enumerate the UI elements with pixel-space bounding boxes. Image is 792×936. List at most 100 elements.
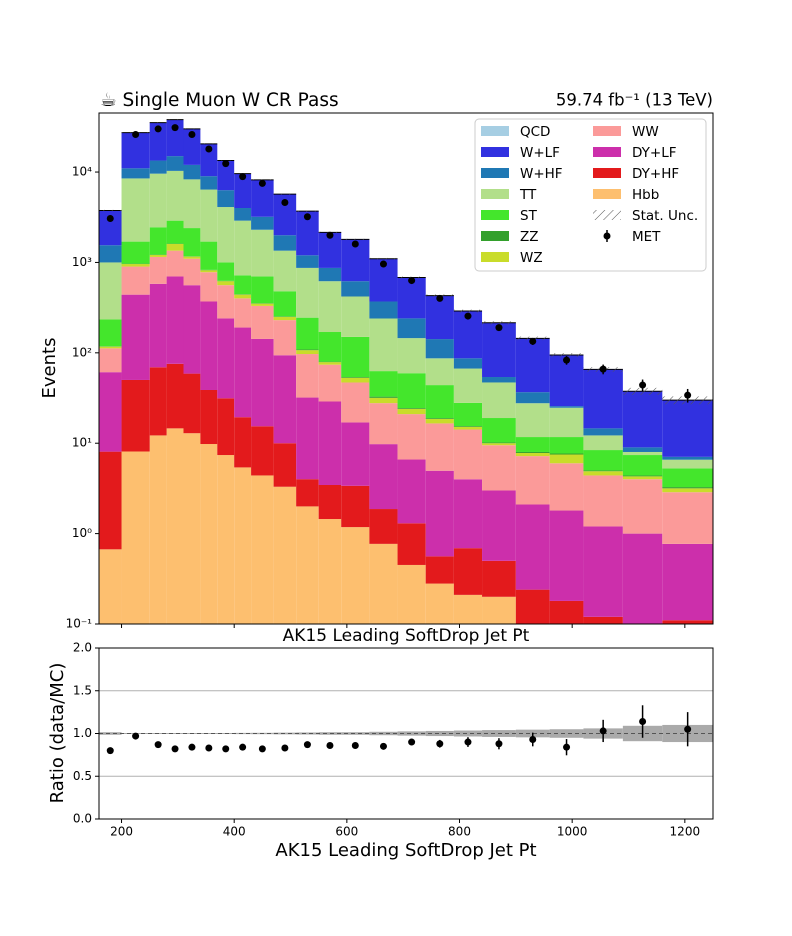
stack-segment <box>583 450 623 471</box>
stack-segment <box>99 451 122 550</box>
stack-segment <box>662 468 713 488</box>
stack-segment <box>453 402 483 427</box>
data-point <box>408 277 416 285</box>
stack-segment <box>583 471 623 476</box>
stack-segment <box>425 339 454 359</box>
stack-segment <box>318 519 342 624</box>
ratio-point <box>436 740 444 748</box>
stack-segment <box>251 475 274 624</box>
stack-segment <box>453 594 483 624</box>
stack-segment <box>482 445 516 491</box>
stack-segment <box>149 367 167 436</box>
legend-swatch <box>481 252 509 262</box>
stack-segment <box>166 170 184 221</box>
x-tick-label: 200 <box>110 825 133 839</box>
stack-segment <box>583 435 623 451</box>
legend-swatch <box>481 126 509 136</box>
stack-segment <box>200 301 218 390</box>
y-tick-label: 1.5 <box>73 683 92 697</box>
stack-segment <box>99 210 122 246</box>
stack-segment <box>341 527 370 624</box>
stack-segment <box>425 418 454 419</box>
data-point <box>239 173 247 181</box>
stack-segment <box>515 452 550 457</box>
stack-segment <box>369 543 398 624</box>
stack-segment <box>318 364 342 402</box>
ratio-point <box>639 718 647 726</box>
stack-segment <box>482 596 516 624</box>
stack-segment <box>200 272 218 302</box>
stack-segment <box>251 229 274 277</box>
data-point <box>281 199 289 207</box>
stat-unc <box>549 353 584 357</box>
stack-segment <box>549 600 584 624</box>
stack-segment <box>482 418 516 443</box>
legend-label: W+HF <box>520 166 563 182</box>
stack-segment <box>482 382 516 419</box>
stack-segment <box>200 189 218 242</box>
stack-segment <box>369 403 398 445</box>
stack-segment <box>149 435 167 624</box>
data-point <box>436 294 444 302</box>
legend-swatch <box>481 189 509 199</box>
stack-segment <box>200 444 218 624</box>
x-tick-label: 800 <box>448 825 471 839</box>
mc-unc-band <box>397 731 426 736</box>
ratio-point <box>408 738 416 746</box>
ratio-plot <box>99 648 713 819</box>
stack-segment <box>341 382 370 423</box>
stack-segment <box>662 488 713 493</box>
stack-segment <box>341 422 370 486</box>
stack-segment <box>482 442 516 444</box>
stack-segment <box>200 143 218 177</box>
stack-segment <box>166 119 184 157</box>
stack-segment <box>369 444 398 510</box>
stack-segment <box>296 350 319 355</box>
stack-segment <box>99 245 122 263</box>
stack-segment <box>217 318 235 399</box>
stack-segment <box>234 294 252 299</box>
axes: 10⁻¹ 10⁰ 10¹ 10² 10³ 10⁴ 0.0 0.5 1.0 1.5 2.0 200 400… <box>66 165 701 839</box>
ratio-point <box>684 725 692 733</box>
stack-segment <box>166 220 184 244</box>
data-point <box>351 240 359 248</box>
stack-segment <box>200 389 218 445</box>
stack-segment <box>273 486 297 624</box>
stack-segment <box>515 451 550 453</box>
stack-segment <box>273 355 297 444</box>
stack-segment <box>549 437 584 454</box>
stack-segment <box>515 504 550 590</box>
stack-segment <box>397 408 426 415</box>
stack-segment <box>217 262 235 281</box>
ratio-point <box>154 741 162 749</box>
stack-segment <box>296 479 319 507</box>
stack-segment <box>397 318 426 339</box>
stack-segment <box>217 398 235 456</box>
data-point <box>529 337 537 345</box>
stack-segment <box>217 285 235 319</box>
stack-segment <box>318 267 342 282</box>
stack-segment <box>369 396 398 398</box>
legend-label: Hbb <box>632 187 659 203</box>
stack-segment <box>200 176 218 190</box>
stack-segment <box>149 160 167 174</box>
stack-segment <box>234 298 252 328</box>
stack-segment <box>217 455 235 624</box>
legend-label: W+LF <box>520 145 560 161</box>
stack-segment <box>234 467 252 624</box>
stack-segment <box>217 281 235 286</box>
stack-segment <box>183 128 201 165</box>
stack-segment <box>425 385 454 419</box>
stack-segment <box>273 443 297 487</box>
stack-segment <box>121 178 150 242</box>
stack-segment <box>251 305 274 339</box>
ratio-point <box>351 741 359 749</box>
legend-swatch <box>593 189 621 199</box>
ratio-point <box>326 741 334 749</box>
stack-segment <box>99 348 122 373</box>
stack-segment <box>234 220 252 276</box>
stack-segment <box>149 254 167 257</box>
y-tick-label: 10¹ <box>72 436 92 450</box>
stack-segment <box>273 320 297 356</box>
